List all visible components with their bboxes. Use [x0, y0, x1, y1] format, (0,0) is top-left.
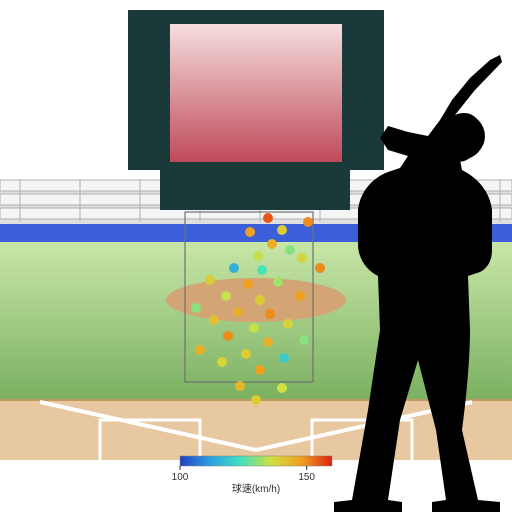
pitch-marker [217, 357, 227, 367]
pitch-marker [297, 253, 307, 263]
pitch-marker [209, 315, 219, 325]
legend-tick-label: 150 [298, 472, 315, 483]
pitch-marker [191, 303, 201, 313]
pitch-marker [243, 279, 253, 289]
pitch-marker [265, 309, 275, 319]
pitch-marker [273, 277, 283, 287]
pitch-marker [245, 227, 255, 237]
pitch-marker [223, 331, 233, 341]
pitch-marker [257, 265, 267, 275]
pitch-marker [285, 245, 295, 255]
pitch-marker [205, 275, 215, 285]
pitch-marker [221, 291, 231, 301]
pitch-marker [299, 335, 309, 345]
pitch-marker [263, 337, 273, 347]
pitch-marker [229, 263, 239, 273]
pitch-marker [295, 291, 305, 301]
pitch-marker [251, 395, 261, 405]
pitch-marker [267, 239, 277, 249]
legend-colorbar [180, 456, 332, 466]
pitch-marker [241, 349, 251, 359]
scoreboard-screen [170, 24, 342, 162]
legend-label: 球速(km/h) [232, 482, 280, 495]
pitch-marker [255, 295, 265, 305]
pitch-marker [279, 353, 289, 363]
pitch-marker [283, 319, 293, 329]
pitch-marker [303, 217, 313, 227]
pitch-marker [255, 365, 265, 375]
pitch-marker [277, 383, 287, 393]
pitch-marker [277, 225, 287, 235]
pitch-marker [249, 323, 259, 333]
pitch-marker [195, 345, 205, 355]
pitch-marker [315, 263, 325, 273]
pitch-marker [235, 381, 245, 391]
pitch-marker [253, 251, 263, 261]
scoreboard [128, 10, 384, 210]
legend-tick-label: 100 [172, 472, 189, 483]
pitch-marker [263, 213, 273, 223]
pitch-marker [233, 307, 243, 317]
